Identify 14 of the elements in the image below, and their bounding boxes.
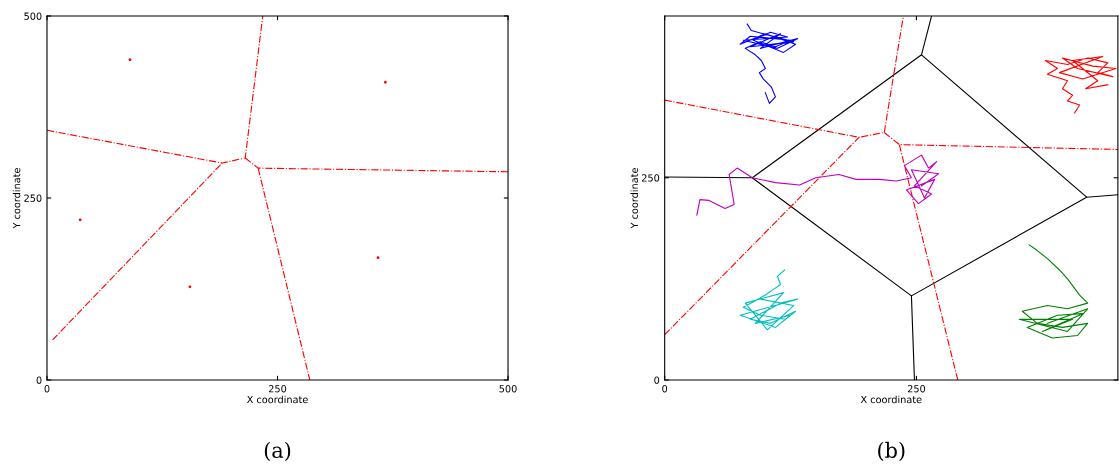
x-tick-label: 0 bbox=[662, 385, 668, 393]
y-axis-title: Y coordinate bbox=[12, 168, 21, 229]
text: (b) bbox=[878, 441, 905, 461]
x-tick-label: 250 bbox=[268, 385, 287, 393]
y-tick-label: 500 bbox=[24, 12, 42, 20]
y-tick-label: 0 bbox=[36, 376, 42, 384]
y-axis-title: Y coordinate bbox=[630, 168, 638, 229]
x-axis-title: X coordinate bbox=[247, 395, 308, 404]
y-tick-label: 250 bbox=[24, 194, 42, 202]
x-tick-label: 250 bbox=[907, 385, 926, 393]
x-tick-label: 500 bbox=[499, 385, 517, 393]
text: (a) bbox=[264, 441, 291, 461]
x-tick-label: 0 bbox=[44, 385, 50, 393]
x-axis-title: X coordinate bbox=[860, 395, 922, 404]
